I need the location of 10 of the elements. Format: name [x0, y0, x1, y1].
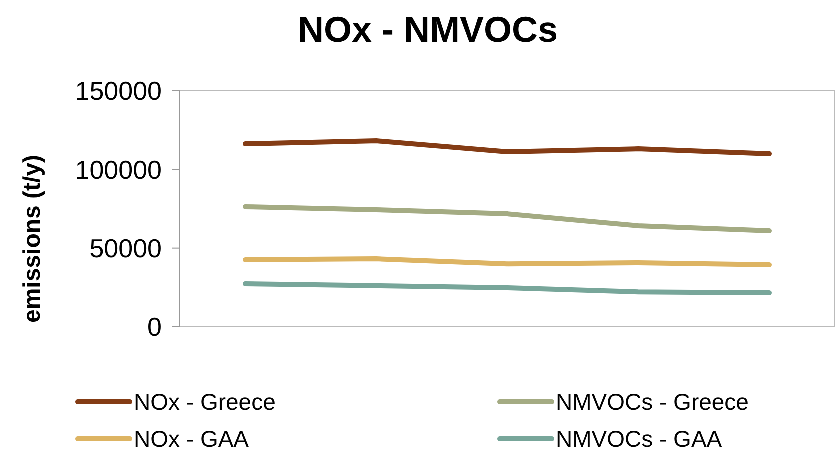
- legend-label: NOx - Greece: [134, 389, 276, 416]
- y-tick-label: 150000: [75, 76, 162, 106]
- legend-label: NMVOCs - Greece: [556, 389, 749, 416]
- y-tick-label: 0: [148, 312, 162, 342]
- y-tick-label: 100000: [75, 154, 162, 185]
- y-axis-title: emissions (t/y): [19, 154, 46, 324]
- y-tick-label: 50000: [90, 233, 162, 264]
- chart-title: NOx - NMVOCs: [298, 9, 558, 50]
- legend-label: NOx - GAA: [134, 426, 250, 452]
- legend-label: NMVOCs - GAA: [556, 426, 723, 452]
